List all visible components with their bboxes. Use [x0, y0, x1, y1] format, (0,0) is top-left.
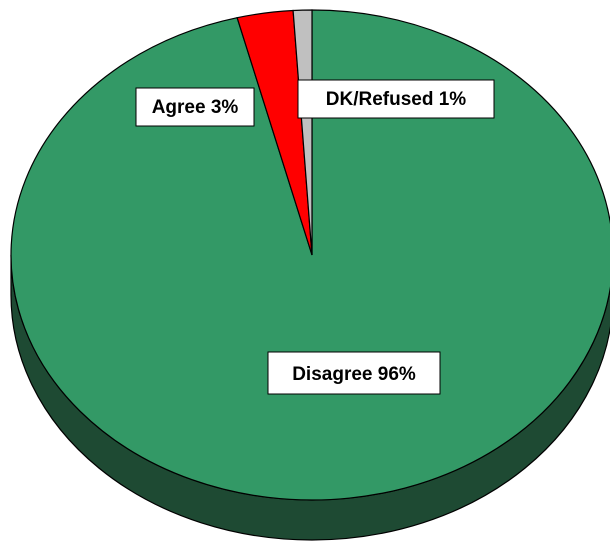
- data-label-disagree: Disagree 96%: [267, 351, 441, 395]
- data-label-agree: Agree 3%: [135, 87, 255, 127]
- data-label-agree-text: Agree 3%: [152, 97, 239, 118]
- data-label-disagree-text: Disagree 96%: [292, 364, 416, 385]
- pie-slice-dk-refused: [292, 9, 313, 256]
- data-label-dk-refused-text: DK/Refused 1%: [326, 89, 467, 110]
- pie-slice-disagree: [10, 9, 610, 501]
- data-label-dk-refused: DK/Refused 1%: [297, 79, 495, 119]
